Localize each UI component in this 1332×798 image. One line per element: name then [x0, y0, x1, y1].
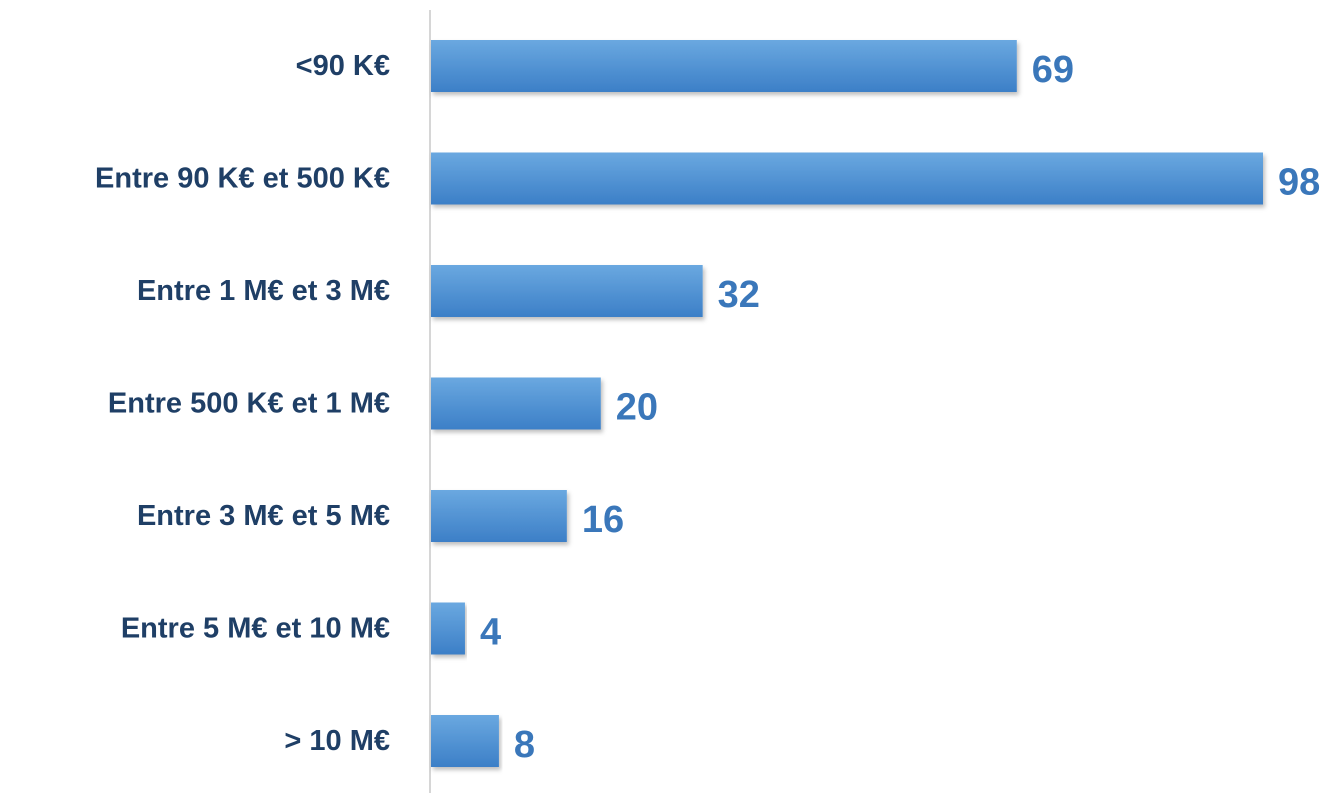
value-label-1: 98: [1278, 162, 1320, 204]
bars-layer: [431, 40, 1263, 767]
value-label-6: 8: [514, 724, 535, 766]
bar-3: [431, 377, 601, 430]
bar-0: [431, 40, 1017, 92]
category-label-4: Entre 3 M€ et 5 M€: [137, 500, 390, 532]
category-label-3: Entre 500 K€ et 1 M€: [108, 388, 390, 420]
value-label-5: 4: [480, 612, 501, 654]
value-label-2: 32: [718, 274, 760, 316]
bar-5: [431, 602, 465, 655]
labels-layer: <90 K€ 69 Entre 90 K€ et 500 K€ 98 Entre 1 M…: [95, 49, 1320, 766]
value-label-0: 69: [1032, 49, 1074, 91]
category-label-0: <90 K€: [296, 50, 390, 82]
value-label-3: 20: [616, 387, 658, 429]
category-label-6: > 10 M€: [284, 725, 390, 757]
bar-4: [431, 490, 567, 542]
value-label-4: 16: [582, 499, 624, 541]
bar-2: [431, 265, 703, 317]
category-label-2: Entre 1 M€ et 3 M€: [137, 275, 390, 307]
bar-1: [431, 152, 1263, 205]
category-label-1: Entre 90 K€ et 500 K€: [95, 163, 390, 195]
category-label-5: Entre 5 M€ et 10 M€: [121, 613, 390, 645]
bar-6: [431, 715, 499, 767]
